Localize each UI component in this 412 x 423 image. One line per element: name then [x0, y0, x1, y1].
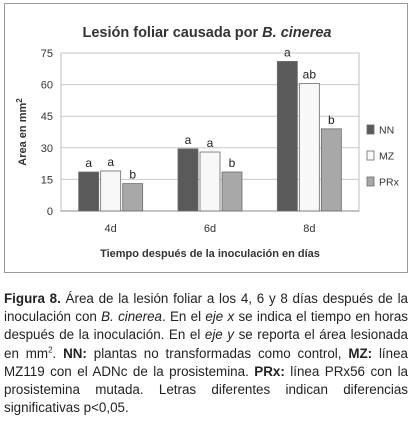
y-tick-label: 75 [41, 48, 53, 60]
y-tick-label: 60 [41, 80, 53, 92]
legend: NN MZ PRx [366, 124, 400, 189]
y-tick-label: 15 [41, 174, 53, 186]
caption-text: se reporta el área lesionada en mm [4, 327, 408, 361]
significance-letter: b [229, 156, 236, 170]
x-axis: 4d 6d 8d [105, 223, 316, 235]
bar-nn [276, 61, 298, 212]
y-tick-label: 45 [41, 111, 53, 123]
bars [78, 61, 342, 212]
caption-mz: MZ: [348, 345, 373, 361]
caption-superscript: 2 [48, 345, 53, 355]
y-axis-label-superscript: 2 [15, 98, 24, 103]
figure-caption: Figura 8. Área de la lesión foliar a los… [4, 290, 408, 417]
significance-letter: a [85, 156, 92, 170]
bar-mz [298, 83, 320, 212]
caption-text: plantas no transformadas como control, [86, 345, 349, 361]
bar-prx [221, 171, 243, 212]
caption-prx: PRx: [254, 363, 285, 379]
caption-text: . [52, 345, 64, 361]
bar-mz [100, 170, 122, 212]
caption-text: línea MZ119 con el ADNc de la prosistemi… [4, 345, 408, 379]
x-tick-label: 8d [303, 223, 315, 235]
bar-chart: Lesión foliar causada por B. cinerea a ab… [15, 25, 400, 260]
legend-swatch-mz [366, 150, 375, 161]
caption-axis-x: eje x [205, 309, 235, 325]
caption-text: . En el [162, 309, 206, 325]
x-axis-label: Tiempo después de la inoculación en días [100, 248, 320, 260]
chart-title-italic: B. cinerea [262, 25, 331, 41]
caption-species: B. cinerea [101, 309, 162, 325]
chart-title: Lesión foliar causada por B. cinerea [82, 25, 331, 41]
significance-letter: a [107, 155, 114, 169]
x-tick-label: 6d [204, 223, 216, 235]
chart-title-prefix: Lesión foliar causada por [82, 25, 262, 41]
bar-nn [177, 148, 199, 212]
legend-label-prx: PRx [379, 177, 400, 189]
legend-swatch-prx [366, 176, 375, 187]
x-tick-label: 4d [105, 223, 117, 235]
caption-text: se indica el tiempo en horas después de … [4, 309, 408, 343]
y-axis-label: Area en mm2 [15, 98, 29, 166]
bar-prx [122, 183, 144, 212]
y-tick-label: 0 [47, 206, 53, 218]
significance-letter: b [328, 113, 335, 127]
caption-text: línea PRx56 con la prosistemina mutada. … [4, 363, 408, 416]
significance-letter: a [207, 136, 214, 150]
significance-letter: a [284, 45, 291, 59]
caption-text: Área de la lesión foliar a los 4, 6 y 8 … [4, 291, 408, 325]
caption-label: Figura 8. [4, 291, 61, 306]
legend-label-nn: NN [379, 125, 394, 137]
caption-nn: NN: [63, 345, 87, 361]
legend-label-mz: MZ [379, 151, 395, 163]
significance-letter: a [185, 133, 192, 147]
legend-swatch-nn [366, 124, 375, 135]
bar-prx [320, 128, 342, 212]
y-tick-label: 30 [41, 143, 53, 155]
significance-letter: b [129, 168, 136, 182]
bar-mz [199, 151, 221, 212]
y-axis: 0 15 30 45 60 75 [41, 48, 53, 218]
bar-nn [78, 171, 100, 212]
significance-letter: ab [303, 68, 317, 82]
caption-axis-y: eje y [204, 327, 235, 343]
